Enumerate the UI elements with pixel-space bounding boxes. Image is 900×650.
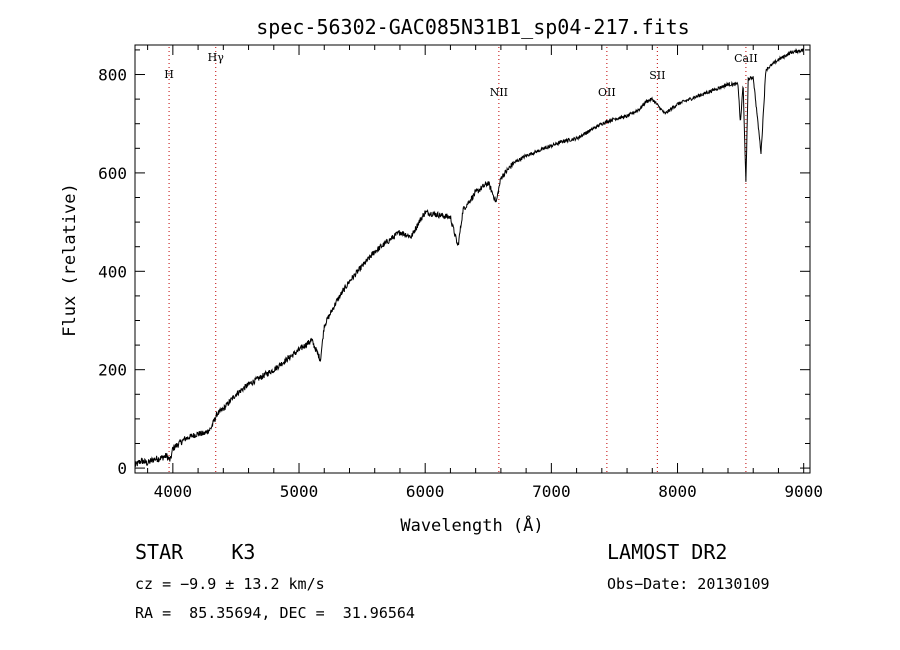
chart-title: spec-56302-GAC085N31B1_sp04-217.fits [256,15,689,39]
x-tick-label: 9000 [784,482,823,501]
x-tick-label: 7000 [532,482,571,501]
x-axis-label: Wavelength (Å) [400,514,543,536]
x-tick-label: 8000 [658,482,697,501]
spectrum-line [134,47,804,467]
y-tick-label: 800 [98,66,127,85]
spectrum-layer [134,47,804,467]
x-tick-label: 5000 [280,482,319,501]
plot-frame [134,44,811,474]
spectral-line-label: CaII [734,52,758,65]
y-tick-label: 0 [117,459,127,478]
spectral-lines-layer: H Hγ NII OII SII CaII [164,47,758,473]
obs-date: Obs−Date: 20130109 [607,575,770,593]
spectral-line-label: SII [649,69,665,82]
spectral-line-label: H [164,68,174,81]
x-tick-label: 4000 [154,482,193,501]
cz-value: cz = −9.9 ± 13.2 km/s [135,575,325,593]
ra-dec: RA = 85.35694, DEC = 31.96564 [135,604,415,622]
spectral-line-label: NII [490,86,508,99]
y-tick-label: 600 [98,164,127,183]
survey-name: LAMOST DR2 [607,540,728,564]
x-tick-label: 6000 [406,482,445,501]
y-tick-label: 200 [98,361,127,380]
y-axis-label: Flux (relative) [60,183,80,337]
object-class: STAR K3 [135,540,256,564]
y-tick-label: 400 [98,262,127,281]
spectral-line-label: Hγ [208,51,225,64]
axis-ticks-layer: 4000 5000 6000 7000 8000 9000 0 200 400 600 800 [98,45,823,501]
spectral-line-label: OII [598,86,616,99]
